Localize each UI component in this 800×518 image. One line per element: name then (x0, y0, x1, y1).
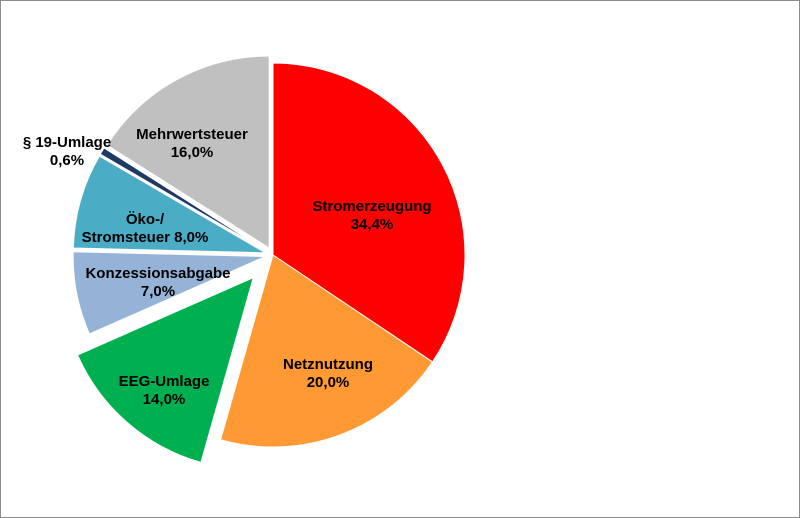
slice-label-netz-line-1: 20,0% (307, 374, 350, 391)
pie-slice-eeg (76, 276, 255, 463)
slice-label-oeko-line-1: Stromsteuer 8,0% (82, 229, 209, 246)
slice-label-p19-line-0: § 19-Umlage (23, 134, 111, 151)
slice-label-mwst-line-1: 16,0% (171, 144, 214, 161)
slice-label-p19: § 19-Umlage 0,6% (23, 134, 111, 169)
slice-label-mwst-line-0: Mehrwertsteuer (136, 126, 248, 143)
pie-slice-mwst (106, 55, 270, 249)
slice-label-netz: Netznutzung 20,0% (283, 356, 373, 391)
slice-label-p19-line-1: 0,6% (50, 152, 84, 169)
slice-label-konz: Konzessionsabgabe 7,0% (85, 265, 230, 300)
pie-slice-oeko (72, 155, 266, 254)
slice-label-strom-line-0: Stromerzeugung (312, 198, 431, 215)
slice-label-strom: Stromerzeugung 34,4% (312, 198, 431, 233)
slice-label-oeko: Öko-/Stromsteuer 8,0% (82, 211, 209, 246)
slice-label-oeko-line-0: Öko-/ (126, 211, 165, 228)
slice-label-eeg-line-1: 14,0% (143, 391, 186, 408)
slice-label-konz-line-1: 7,0% (141, 283, 175, 300)
slice-label-eeg: EEG-Umlage 14,0% (119, 373, 210, 408)
slice-label-konz-line-0: Konzessionsabgabe (85, 265, 230, 282)
pie-slice-strom (272, 62, 466, 363)
slice-label-eeg-line-0: EEG-Umlage (119, 373, 210, 390)
pie-slice-konz (72, 251, 266, 335)
slice-label-netz-line-0: Netznutzung (283, 356, 373, 373)
slice-label-strom-line-1: 34,4% (351, 216, 394, 233)
pie-slice-netz (219, 254, 434, 448)
pie-slice-p19 (99, 147, 267, 252)
slice-label-mwst: Mehrwertsteuer 16,0% (136, 126, 248, 161)
